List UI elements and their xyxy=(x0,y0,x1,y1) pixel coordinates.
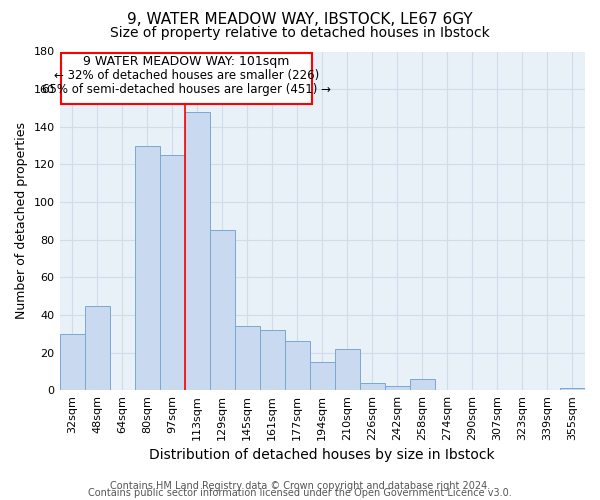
Bar xyxy=(285,342,310,390)
Y-axis label: Number of detached properties: Number of detached properties xyxy=(15,122,28,320)
Text: 9, WATER MEADOW WAY, IBSTOCK, LE67 6GY: 9, WATER MEADOW WAY, IBSTOCK, LE67 6GY xyxy=(127,12,473,28)
Bar xyxy=(134,146,160,390)
FancyBboxPatch shape xyxy=(61,54,312,104)
Text: Contains public sector information licensed under the Open Government Licence v3: Contains public sector information licen… xyxy=(88,488,512,498)
Bar xyxy=(335,349,360,390)
Bar xyxy=(59,334,85,390)
Bar xyxy=(360,382,385,390)
Bar xyxy=(410,379,435,390)
Text: Contains HM Land Registry data © Crown copyright and database right 2024.: Contains HM Land Registry data © Crown c… xyxy=(110,481,490,491)
X-axis label: Distribution of detached houses by size in Ibstock: Distribution of detached houses by size … xyxy=(149,448,495,462)
Bar xyxy=(560,388,585,390)
Bar xyxy=(385,386,410,390)
Bar xyxy=(260,330,285,390)
Bar xyxy=(209,230,235,390)
Bar xyxy=(160,155,185,390)
Text: 9 WATER MEADOW WAY: 101sqm: 9 WATER MEADOW WAY: 101sqm xyxy=(83,56,290,68)
Text: 65% of semi-detached houses are larger (451) →: 65% of semi-detached houses are larger (… xyxy=(42,82,331,96)
Text: ← 32% of detached houses are smaller (226): ← 32% of detached houses are smaller (22… xyxy=(54,68,319,82)
Bar xyxy=(235,326,260,390)
Bar xyxy=(185,112,209,390)
Bar xyxy=(85,306,110,390)
Bar xyxy=(310,362,335,390)
Text: Size of property relative to detached houses in Ibstock: Size of property relative to detached ho… xyxy=(110,26,490,40)
